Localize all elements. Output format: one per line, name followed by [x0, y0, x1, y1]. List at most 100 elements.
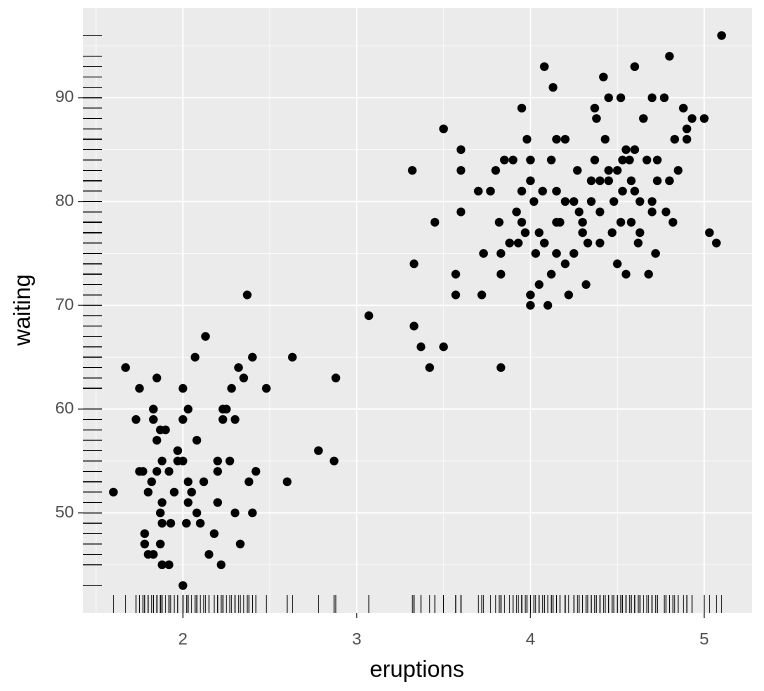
point — [630, 145, 640, 155]
point — [647, 197, 657, 206]
point — [178, 415, 188, 424]
point — [199, 477, 209, 487]
point — [183, 477, 193, 487]
point — [491, 166, 501, 175]
point — [192, 435, 202, 445]
x-tick-label: 5 — [699, 629, 708, 648]
point — [234, 363, 243, 372]
point — [152, 466, 162, 476]
point — [552, 217, 561, 227]
point — [181, 518, 191, 528]
point — [213, 456, 223, 466]
point — [331, 373, 341, 383]
point — [451, 269, 461, 279]
y-tick-label: 70 — [55, 295, 74, 314]
point — [157, 456, 167, 466]
point — [451, 290, 461, 300]
y-tick-label: 80 — [55, 191, 74, 210]
point — [140, 539, 150, 549]
point — [201, 332, 210, 341]
point — [578, 228, 587, 238]
point — [661, 207, 671, 217]
point — [505, 238, 514, 248]
point — [543, 300, 553, 310]
point — [599, 72, 608, 82]
point — [479, 249, 488, 258]
point — [546, 269, 556, 279]
point — [586, 197, 596, 206]
point — [604, 166, 614, 175]
point — [595, 238, 605, 248]
point — [473, 186, 483, 196]
point — [592, 114, 601, 123]
point — [644, 269, 654, 279]
point — [121, 363, 130, 372]
point — [517, 217, 527, 227]
point — [590, 155, 600, 165]
point — [225, 456, 235, 466]
point — [665, 176, 674, 186]
point — [595, 176, 605, 186]
point — [143, 487, 153, 497]
point — [131, 415, 141, 424]
point — [204, 549, 214, 559]
point — [612, 166, 622, 175]
point — [513, 238, 523, 248]
point — [213, 466, 223, 476]
point — [251, 466, 261, 476]
y-axis-title: waiting — [9, 274, 35, 347]
point — [621, 145, 631, 155]
point — [496, 269, 506, 279]
point — [717, 31, 726, 40]
point — [314, 446, 323, 455]
point — [517, 103, 527, 113]
point — [569, 197, 579, 206]
point — [633, 238, 643, 248]
point — [548, 82, 558, 92]
point — [569, 249, 579, 258]
point — [552, 186, 561, 196]
point — [157, 498, 167, 507]
point — [574, 207, 584, 217]
point — [216, 560, 226, 570]
point — [157, 560, 167, 570]
point — [652, 155, 662, 165]
x-axis-title: eruptions — [370, 656, 465, 682]
point — [161, 425, 170, 435]
point — [682, 124, 692, 134]
point — [499, 155, 509, 165]
point — [705, 228, 714, 238]
point — [152, 373, 162, 383]
point — [135, 383, 144, 393]
point — [526, 300, 535, 310]
point — [140, 529, 150, 539]
point — [607, 228, 617, 238]
point — [409, 259, 419, 269]
point — [659, 93, 669, 103]
point — [248, 508, 257, 518]
point — [609, 197, 619, 206]
point — [626, 176, 636, 186]
point — [616, 93, 626, 103]
point — [407, 166, 417, 175]
point — [282, 477, 292, 487]
point — [621, 269, 631, 279]
point — [572, 166, 582, 175]
point — [221, 404, 231, 414]
point — [244, 477, 254, 487]
y-tick-label: 90 — [55, 87, 74, 106]
point — [147, 477, 157, 487]
point — [546, 155, 556, 165]
point — [230, 508, 240, 518]
point — [477, 290, 487, 300]
point — [242, 290, 252, 300]
point — [711, 238, 721, 248]
point — [157, 518, 167, 528]
point — [235, 539, 245, 549]
point — [560, 134, 570, 144]
x-tick-label: 2 — [178, 629, 187, 648]
point — [152, 435, 162, 445]
point — [195, 518, 205, 528]
point — [439, 124, 448, 134]
